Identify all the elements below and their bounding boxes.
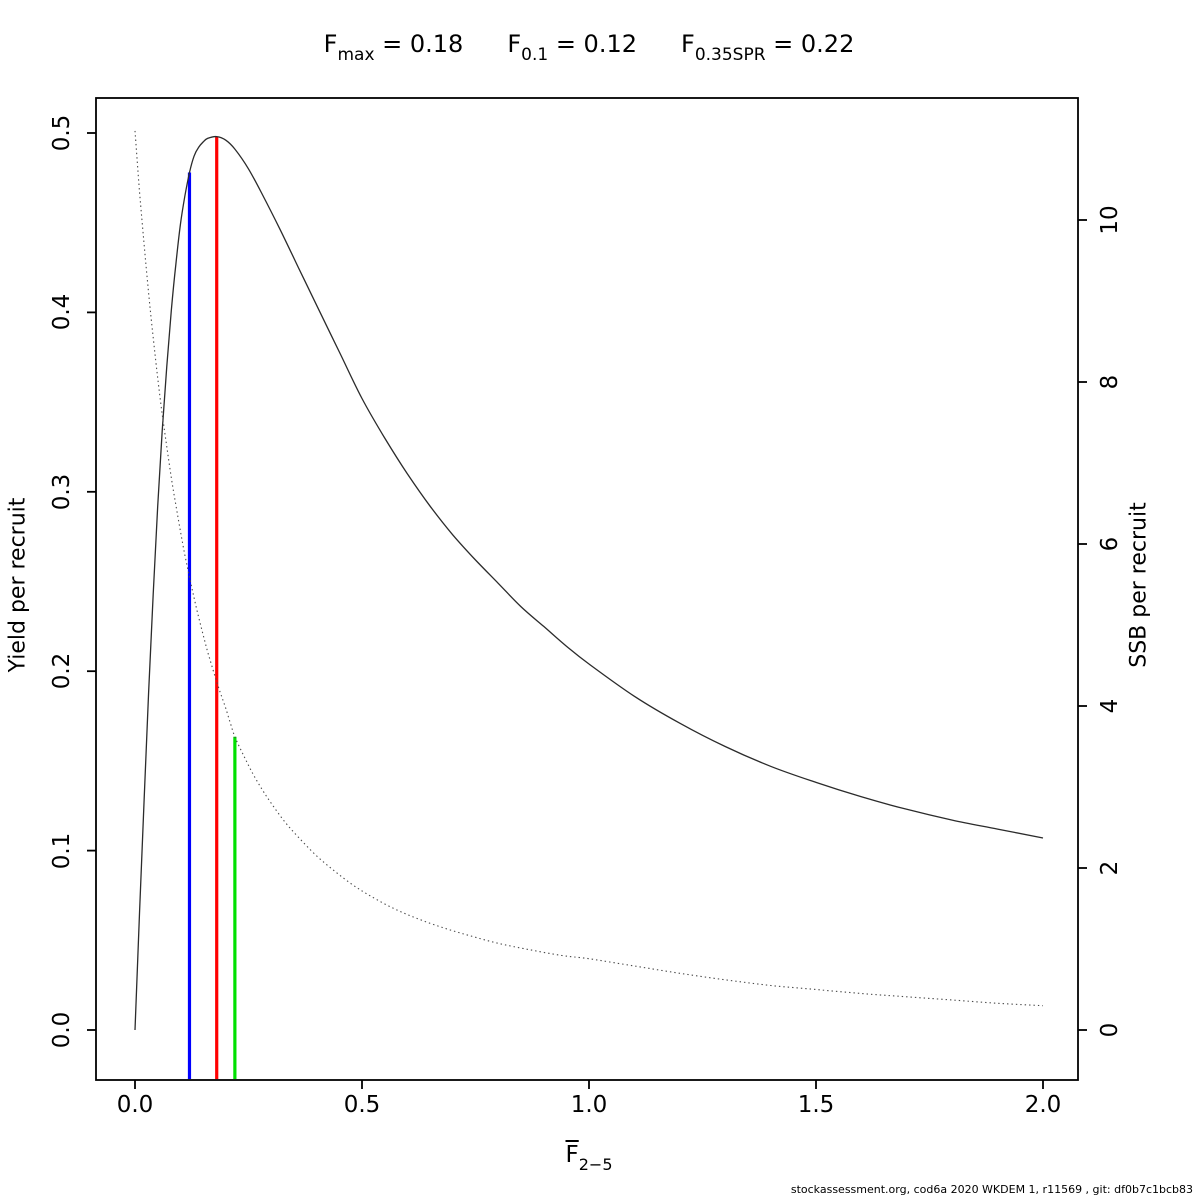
y-left-tick-label-0.3: 0.3 xyxy=(49,473,75,511)
x-axis-label: F2−5 xyxy=(0,1142,1178,1174)
footer-attribution: stockassessment.org, cod6a 2020 WKDEM 1,… xyxy=(790,1183,1193,1196)
title-part-0: Fmax = 0.18 xyxy=(323,30,464,65)
plot-box xyxy=(95,97,1079,1081)
y-right-tick-label-8: 8 xyxy=(1097,374,1123,390)
x-tick-label-1.5: 1.5 xyxy=(797,1092,835,1118)
yield-curve xyxy=(134,135,1044,1031)
y-left-tick-label-0.5: 0.5 xyxy=(49,114,75,152)
x-tick-label-1.0: 1.0 xyxy=(570,1092,608,1118)
y-left-tick-label-0.4: 0.4 xyxy=(49,294,75,331)
ssb-curve xyxy=(134,130,1044,1007)
y-left-tick-label-0.1: 0.1 xyxy=(49,832,75,869)
title-part-1: F0.1 = 0.12 xyxy=(507,30,637,65)
y-axis-label-right: SSB per recruit xyxy=(1126,502,1152,668)
y-left-tick-label-0.2: 0.2 xyxy=(49,652,75,690)
x-axis-label-subscript: 2−5 xyxy=(578,1154,613,1174)
y-right-tick-label-2: 2 xyxy=(1097,860,1123,876)
x-tick-label-2.0: 2.0 xyxy=(1024,1092,1062,1118)
y-right-tick-label-6: 6 xyxy=(1097,536,1123,552)
plot-title: Fmax = 0.18 F0.1 = 0.12 F0.35SPR = 0.22 xyxy=(0,30,1178,65)
x-tick-label-0.0: 0.0 xyxy=(116,1092,154,1118)
x-tick-label-0.5: 0.5 xyxy=(343,1092,381,1118)
title-part-2: F0.35SPR = 0.22 xyxy=(681,30,855,65)
y-right-tick-label-0: 0 xyxy=(1097,1022,1123,1038)
y-left-tick-label-0.0: 0.0 xyxy=(49,1011,75,1049)
y-right-tick-label-10: 10 xyxy=(1097,205,1123,235)
x-axis-label-base: F xyxy=(565,1142,579,1168)
y-right-tick-label-4: 4 xyxy=(1097,698,1123,714)
y-axis-label-left: Yield per recruit xyxy=(5,497,31,673)
